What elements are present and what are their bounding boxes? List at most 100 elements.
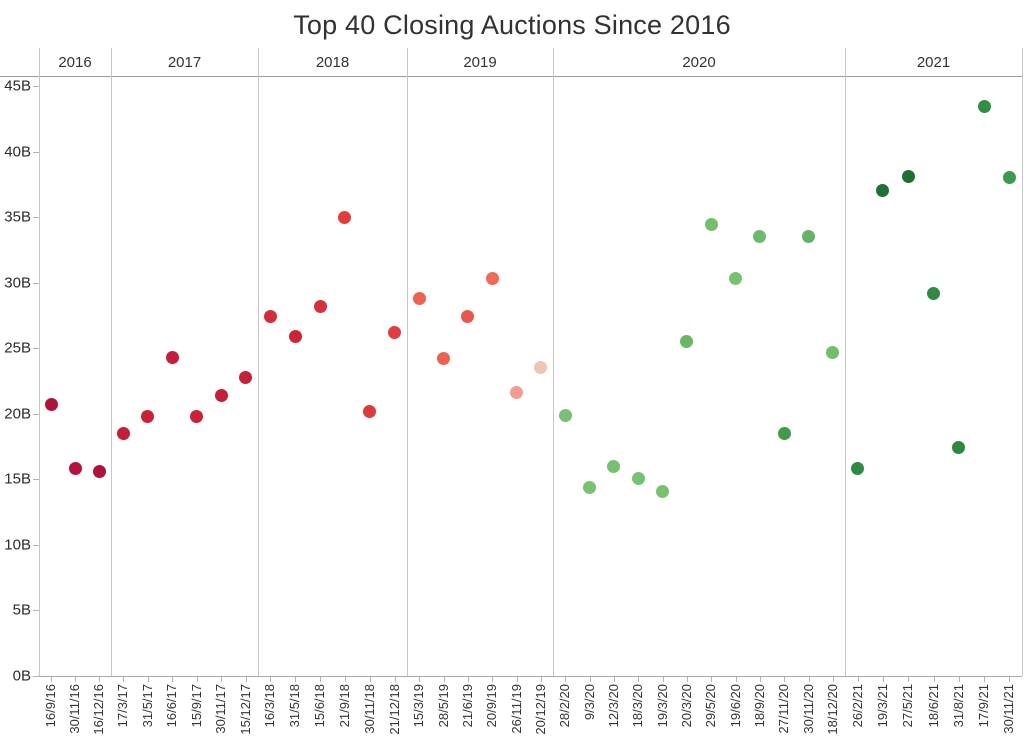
x-axis-label: 20/12/19 xyxy=(532,684,548,735)
y-axis-tick xyxy=(33,86,39,87)
pane-divider xyxy=(407,48,408,676)
x-axis-label: 30/11/20 xyxy=(800,684,816,734)
data-point-19-3-21[interactable] xyxy=(876,184,890,198)
x-axis-tick xyxy=(123,677,125,682)
year-header-2017: 2017 xyxy=(167,54,202,71)
data-point-28-5-19[interactable] xyxy=(437,352,450,366)
x-axis-label: 28/5/19 xyxy=(435,684,451,728)
y-axis-tick xyxy=(33,282,39,284)
y-axis-label: 45B xyxy=(4,77,31,95)
x-axis-tick xyxy=(344,677,346,682)
data-point-21-9-18[interactable] xyxy=(338,210,352,224)
x-axis-label: 16/3/18 xyxy=(262,684,278,728)
y-axis-label: 5B xyxy=(12,601,31,619)
pane-divider xyxy=(553,48,554,676)
data-point-28-2-20[interactable] xyxy=(558,408,572,422)
data-point-21-12-18[interactable] xyxy=(388,325,402,339)
data-point-21-6-19[interactable] xyxy=(461,310,475,324)
year-header-2020: 2020 xyxy=(682,54,716,71)
x-axis-tick xyxy=(75,677,76,682)
x-axis-label: 16/9/16 xyxy=(43,684,58,728)
data-point-16-6-17[interactable] xyxy=(165,350,179,364)
x-axis-tick xyxy=(369,677,371,682)
data-point-27-5-21[interactable] xyxy=(901,169,915,183)
x-axis-label: 12/3/20 xyxy=(605,684,621,728)
x-axis-tick xyxy=(784,677,786,682)
data-point-15-12-17[interactable] xyxy=(239,370,253,384)
x-axis-label: 18/12/20 xyxy=(824,684,840,735)
year-header-2016: 2016 xyxy=(58,54,92,71)
x-axis-label: 27/5/21 xyxy=(900,684,916,728)
x-axis-tick xyxy=(221,677,223,682)
x-axis-label: 15/9/17 xyxy=(188,684,204,728)
data-point-26-2-21[interactable] xyxy=(851,462,865,476)
year-header-2019: 2019 xyxy=(463,54,497,71)
data-point-19-3-20[interactable] xyxy=(656,484,669,498)
data-point-17-9-21[interactable] xyxy=(977,100,991,114)
x-axis-label: 31/5/18 xyxy=(287,684,303,728)
data-point-19-6-20[interactable] xyxy=(729,272,742,286)
x-axis-tick xyxy=(99,677,100,682)
year-header-2018: 2018 xyxy=(315,54,350,71)
data-point-18-3-20[interactable] xyxy=(631,471,645,485)
x-axis-tick xyxy=(808,677,810,682)
data-point-18-9-20[interactable] xyxy=(753,230,767,244)
x-axis-tick xyxy=(394,677,396,682)
x-axis-tick xyxy=(589,677,591,682)
data-point-30-11-21[interactable] xyxy=(1002,171,1016,185)
data-point-20-9-19[interactable] xyxy=(485,272,499,286)
y-axis-tick xyxy=(33,676,39,677)
data-point-16-3-18[interactable] xyxy=(263,310,277,324)
x-axis-tick xyxy=(245,677,247,682)
x-axis-tick xyxy=(958,677,960,682)
x-axis-tick xyxy=(467,677,469,682)
data-point-27-11-20[interactable] xyxy=(777,426,791,440)
y-axis-label: 30B xyxy=(4,274,31,292)
data-point-30-11-20[interactable] xyxy=(802,230,815,244)
data-point-17-3-17[interactable] xyxy=(116,426,130,440)
x-axis-tick xyxy=(196,677,198,682)
data-point-16-12-16[interactable] xyxy=(92,464,106,478)
data-point-29-5-20[interactable] xyxy=(704,218,718,232)
x-axis-tick xyxy=(662,677,664,682)
y-axis-tick xyxy=(33,544,39,546)
y-axis-label: 15B xyxy=(4,470,31,488)
plot-right-border xyxy=(1022,48,1023,676)
data-point-31-5-17[interactable] xyxy=(141,409,155,423)
x-axis-tick xyxy=(638,677,640,682)
data-point-18-12-20[interactable] xyxy=(826,345,840,359)
data-point-30-11-17[interactable] xyxy=(214,388,228,402)
x-axis-label: 31/8/21 xyxy=(950,684,966,728)
data-point-15-3-19[interactable] xyxy=(412,291,426,305)
data-point-26-11-19[interactable] xyxy=(510,386,523,400)
x-axis-line xyxy=(39,676,1022,677)
data-point-15-9-17[interactable] xyxy=(190,409,204,423)
data-point-31-5-18[interactable] xyxy=(288,329,302,343)
x-axis-label: 16/6/17 xyxy=(164,684,180,728)
chart-title: Top 40 Closing Auctions Since 2016 xyxy=(293,10,731,40)
pane-divider xyxy=(258,48,259,676)
x-axis-tick xyxy=(443,677,445,682)
x-axis-label: 27/11/20 xyxy=(776,684,792,734)
x-axis-label: 26/2/21 xyxy=(849,684,865,728)
data-point-9-3-20[interactable] xyxy=(583,480,596,494)
data-point-15-6-18[interactable] xyxy=(313,299,327,313)
x-axis-label: 21/6/19 xyxy=(459,684,475,728)
data-point-20-3-20[interactable] xyxy=(680,335,694,349)
data-point-18-6-21[interactable] xyxy=(927,286,940,300)
header-rule xyxy=(0,76,1022,77)
data-point-31-8-21[interactable] xyxy=(952,441,966,455)
data-point-12-3-20[interactable] xyxy=(607,459,621,473)
x-axis-label: 29/5/20 xyxy=(703,684,719,728)
x-axis-tick xyxy=(540,677,542,682)
x-axis-tick xyxy=(419,677,421,682)
data-point-30-11-16[interactable] xyxy=(68,462,82,476)
x-axis-label: 19/3/20 xyxy=(654,684,670,728)
data-point-16-9-16[interactable] xyxy=(44,398,58,412)
data-point-20-12-19[interactable] xyxy=(534,361,548,375)
x-axis-label: 30/11/16 xyxy=(67,684,82,734)
data-point-30-11-18[interactable] xyxy=(363,404,377,418)
y-axis-label: 40B xyxy=(4,143,31,161)
x-axis-tick xyxy=(295,677,297,682)
x-axis-tick xyxy=(270,677,272,682)
